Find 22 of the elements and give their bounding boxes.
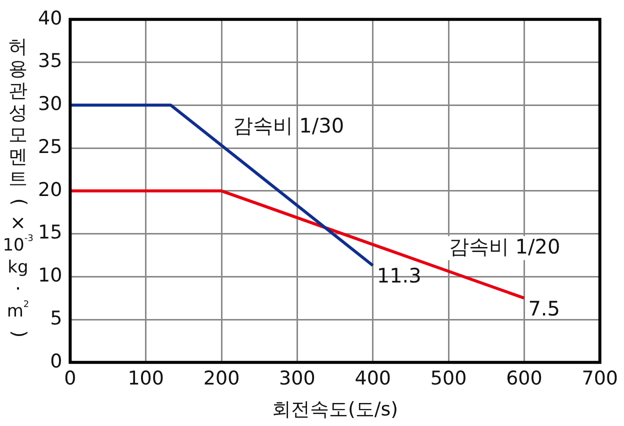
y-tick-label: 0 [50, 350, 62, 372]
y-tick-label: 25 [38, 136, 62, 158]
data-label: 11.3 [376, 264, 422, 288]
series-label: 감속비 1/20 [448, 234, 560, 258]
x-tick-label: 200 [203, 368, 240, 390]
data-label: 7.5 [528, 296, 560, 320]
y-tick-label: 15 [38, 222, 62, 244]
x-tick-label: 600 [506, 368, 542, 390]
series-label: 감속비 1/30 [232, 113, 344, 138]
x-tick-label: 300 [279, 368, 316, 390]
x-tick-label: 400 [354, 368, 391, 390]
x-axis-title: 회전속도(도/s) [272, 398, 398, 421]
y-tick-label: 30 [38, 93, 62, 116]
y-tick-label: 40 [38, 7, 62, 30]
x-tick-label: 500 [430, 368, 467, 390]
x-tick-label: 700 [582, 368, 618, 390]
y-tick-label: 35 [38, 50, 62, 72]
x-tick-label: 100 [128, 368, 164, 390]
y-tick-label: 20 [38, 178, 62, 201]
x-tick-label: 0 [64, 368, 76, 390]
y-tick-label: 10 [38, 264, 62, 287]
y-tick-label: 5 [50, 307, 62, 330]
